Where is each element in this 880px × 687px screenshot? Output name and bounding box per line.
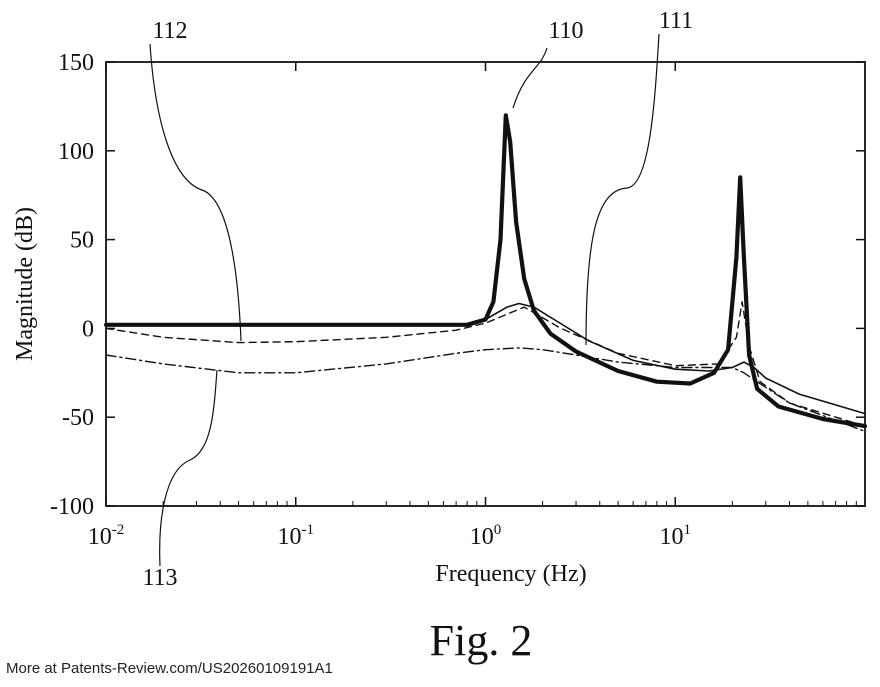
figure-caption: Fig. 2 bbox=[430, 616, 533, 665]
callout-leader-111 bbox=[585, 33, 660, 346]
source-note: More at Patents-Review.com/US20260109191… bbox=[6, 660, 333, 677]
y-tick-label: 0 bbox=[82, 316, 94, 342]
y-tick-label: 150 bbox=[58, 50, 94, 76]
x-tick-label: 10-2 bbox=[88, 522, 125, 550]
series-line-dash-dot bbox=[105, 347, 866, 433]
x-tick-label: 10-1 bbox=[278, 522, 315, 550]
callout-label-111: 111 bbox=[659, 8, 693, 34]
callout-label-110: 110 bbox=[548, 18, 583, 44]
y-tick-label: 50 bbox=[70, 228, 94, 254]
y-axis-ticks: 150 100 50 0 -50 -100 bbox=[50, 50, 865, 520]
callout-label-112: 112 bbox=[152, 18, 187, 44]
plot-frame bbox=[105, 61, 866, 507]
y-tick-label: -50 bbox=[62, 405, 94, 431]
series-line-thick-solid bbox=[103, 113, 868, 429]
y-tick-label: 100 bbox=[58, 139, 94, 165]
x-axis-ticks: 10-2 10-1 100 101 bbox=[88, 62, 857, 550]
x-tick-label: 100 bbox=[470, 522, 502, 550]
x-axis-title: Frequency (Hz) bbox=[435, 561, 586, 587]
callout-leader-110 bbox=[512, 47, 548, 109]
series-layer bbox=[103, 113, 868, 433]
callout-label-113: 113 bbox=[142, 565, 177, 591]
callout-layer: 110 111 112 113 bbox=[142, 8, 693, 591]
callout-leader-112 bbox=[149, 43, 242, 342]
x-tick-label: 101 bbox=[660, 522, 692, 550]
y-tick-label: -100 bbox=[50, 494, 94, 520]
y-axis-title: Magnitude (dB) bbox=[12, 207, 38, 361]
callout-leader-113 bbox=[159, 369, 218, 567]
